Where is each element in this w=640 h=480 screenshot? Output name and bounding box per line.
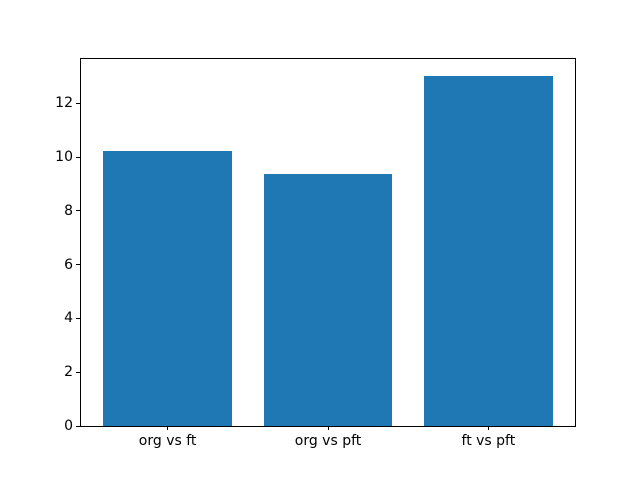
y-tick-mark bbox=[76, 317, 80, 319]
x-tick-label-ft-vs-pft: ft vs pft bbox=[461, 433, 516, 449]
y-tick-label: 2 bbox=[64, 364, 73, 381]
y-tick-label: 0 bbox=[64, 418, 73, 434]
y-tick-mark bbox=[76, 425, 80, 427]
bar-org-vs-pft bbox=[263, 173, 393, 426]
bar-ft-vs-pft bbox=[424, 76, 553, 426]
bar-org-vs-ft bbox=[103, 150, 232, 426]
y-tick-label: 12 bbox=[55, 95, 73, 112]
x-tick-label-org-vs-ft: org vs ft bbox=[138, 433, 197, 449]
y-tick-mark bbox=[76, 371, 80, 373]
y-tick-label: 8 bbox=[64, 202, 73, 219]
x-tick-mark bbox=[487, 426, 489, 430]
x-tick-mark bbox=[167, 426, 169, 430]
x-tick-mark bbox=[327, 426, 329, 430]
y-tick-mark bbox=[76, 264, 80, 266]
y-tick-mark bbox=[76, 156, 80, 158]
x-tick-label-org-vs-pft: org vs pft bbox=[294, 433, 362, 449]
y-tick-mark bbox=[76, 210, 80, 212]
y-tick-label: 4 bbox=[64, 310, 73, 327]
y-tick-mark bbox=[76, 102, 80, 104]
y-tick-label: 6 bbox=[64, 256, 73, 273]
axes: 0 2 4 6 8 10 12 org vs ft org vs pft ft vs pft bbox=[55, 58, 576, 449]
y-tick-label: 10 bbox=[55, 149, 73, 166]
